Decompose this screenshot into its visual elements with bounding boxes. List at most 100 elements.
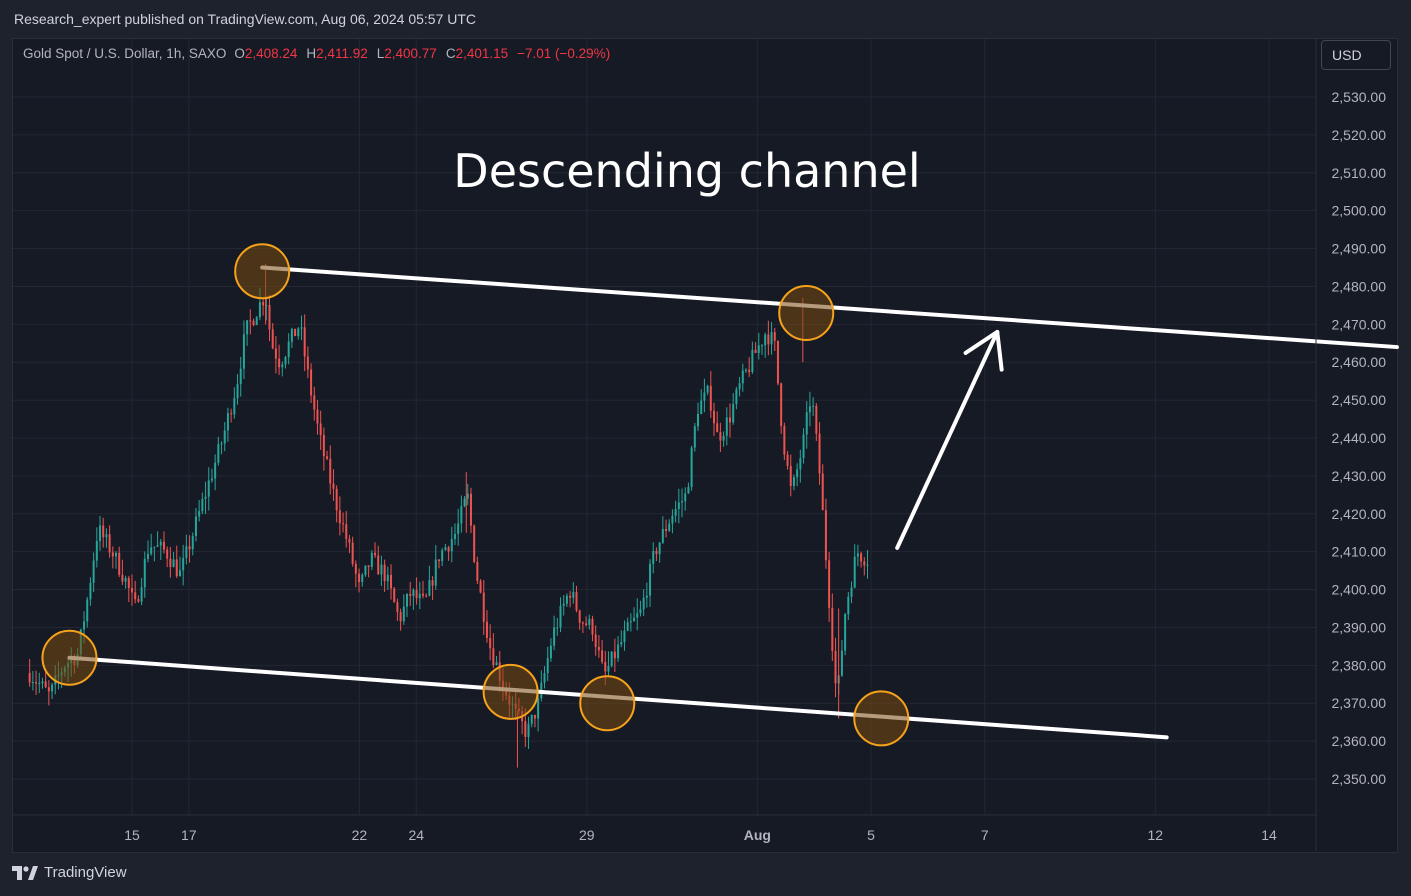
candle-up xyxy=(89,582,92,600)
candle-down xyxy=(789,465,792,487)
candle-up xyxy=(738,383,741,390)
candle-up xyxy=(255,317,258,326)
candle-down xyxy=(581,622,584,624)
candle-down xyxy=(348,539,351,543)
candle-up xyxy=(847,596,850,615)
y-axis-tick-label: 2,510.00 xyxy=(1332,165,1387,181)
candle-down xyxy=(131,587,133,593)
candle-down xyxy=(754,349,757,353)
candle-down xyxy=(594,634,597,647)
candle-down xyxy=(332,483,335,489)
candle-up xyxy=(418,593,421,599)
candle-up xyxy=(764,334,767,346)
change-value: −7.01 (−0.29%) xyxy=(517,46,611,61)
candle-down xyxy=(313,395,316,410)
candle-down xyxy=(121,574,124,582)
candle-up xyxy=(386,574,389,582)
candle-down xyxy=(383,564,386,582)
open-label: O xyxy=(234,46,245,61)
candle-up xyxy=(700,400,703,415)
candle-up xyxy=(233,398,236,415)
candle-up xyxy=(220,443,223,445)
currency-button[interactable]: USD xyxy=(1321,40,1391,70)
y-axis-tick-label: 2,500.00 xyxy=(1332,203,1387,219)
candle-down xyxy=(310,369,313,396)
candle-up xyxy=(744,369,747,371)
candle-up xyxy=(722,435,725,441)
candle-up xyxy=(690,447,693,487)
x-axis-tick-label: 7 xyxy=(981,827,989,843)
candle-up xyxy=(796,469,799,478)
candle-down xyxy=(473,525,476,562)
candle-down xyxy=(108,534,111,553)
candle-down xyxy=(111,552,114,557)
candle-down xyxy=(127,577,130,588)
candle-down xyxy=(319,423,322,435)
candle-up xyxy=(706,385,709,393)
candle-down xyxy=(306,356,309,370)
candle-up xyxy=(735,389,738,405)
candle-down xyxy=(828,560,831,608)
candle-down xyxy=(818,433,821,474)
candle-up xyxy=(537,698,540,719)
tradingview-logo[interactable]: TradingView xyxy=(12,864,127,881)
candle-up xyxy=(172,559,175,567)
candle-up xyxy=(83,621,86,630)
candle-up xyxy=(639,609,642,614)
candle-down xyxy=(137,599,140,602)
candle-up xyxy=(725,417,728,436)
candle-down xyxy=(329,458,332,484)
candle-down xyxy=(767,334,770,345)
candle-up xyxy=(380,564,383,575)
candle-down xyxy=(393,588,396,603)
candle-up xyxy=(553,627,556,646)
candle-up xyxy=(770,332,773,345)
candle-up xyxy=(610,651,613,666)
candle-down xyxy=(399,612,402,622)
candle-up xyxy=(86,599,89,622)
candle-up xyxy=(741,370,744,384)
candle-up xyxy=(697,414,700,427)
candle-down xyxy=(776,340,779,384)
symbol-legend[interactable]: Gold Spot / U.S. Dollar, 1h, SAXO O 2,40… xyxy=(23,46,610,61)
chart-title: Descending channel xyxy=(453,144,920,198)
candle-up xyxy=(457,523,460,534)
symbol-name[interactable]: Gold Spot / U.S. Dollar, 1h, SAXO xyxy=(23,46,227,61)
legend-spacer xyxy=(508,46,517,61)
candle-up xyxy=(757,345,760,353)
candle-up xyxy=(99,525,102,542)
candle-up xyxy=(649,563,652,596)
candle-down xyxy=(249,320,252,322)
candle-up xyxy=(297,328,300,337)
candle-up xyxy=(588,618,591,626)
candle-down xyxy=(118,552,121,575)
candle-up xyxy=(287,341,290,358)
tradingview-icon xyxy=(12,865,38,880)
candle-down xyxy=(485,621,488,638)
candle-up xyxy=(258,302,261,318)
y-axis-tick-label: 2,450.00 xyxy=(1332,392,1387,408)
candle-down xyxy=(367,565,370,567)
chart-pane[interactable] xyxy=(12,38,1398,853)
candle-up xyxy=(620,642,623,645)
candle-up xyxy=(645,595,648,598)
candle-down xyxy=(437,559,440,562)
candle-up xyxy=(661,528,664,543)
candle-down xyxy=(713,410,716,424)
y-axis-tick-label: 2,400.00 xyxy=(1332,582,1387,598)
candle-up xyxy=(850,587,853,597)
touch-point-marker xyxy=(482,663,539,720)
candle-down xyxy=(604,662,607,672)
candle-down xyxy=(585,623,588,626)
candle-up xyxy=(364,565,367,575)
candle-up xyxy=(246,320,249,335)
y-axis: 2,350.00 2,360.00 2,370.00 2,380.00 2,390.00… xyxy=(1315,39,1387,851)
candle-down xyxy=(783,426,786,455)
candle-up xyxy=(652,550,655,564)
candle-up xyxy=(607,665,610,672)
candle-down xyxy=(578,610,581,623)
touch-point-marker xyxy=(579,675,636,732)
candle-up xyxy=(450,539,453,552)
candle-down xyxy=(335,488,338,511)
